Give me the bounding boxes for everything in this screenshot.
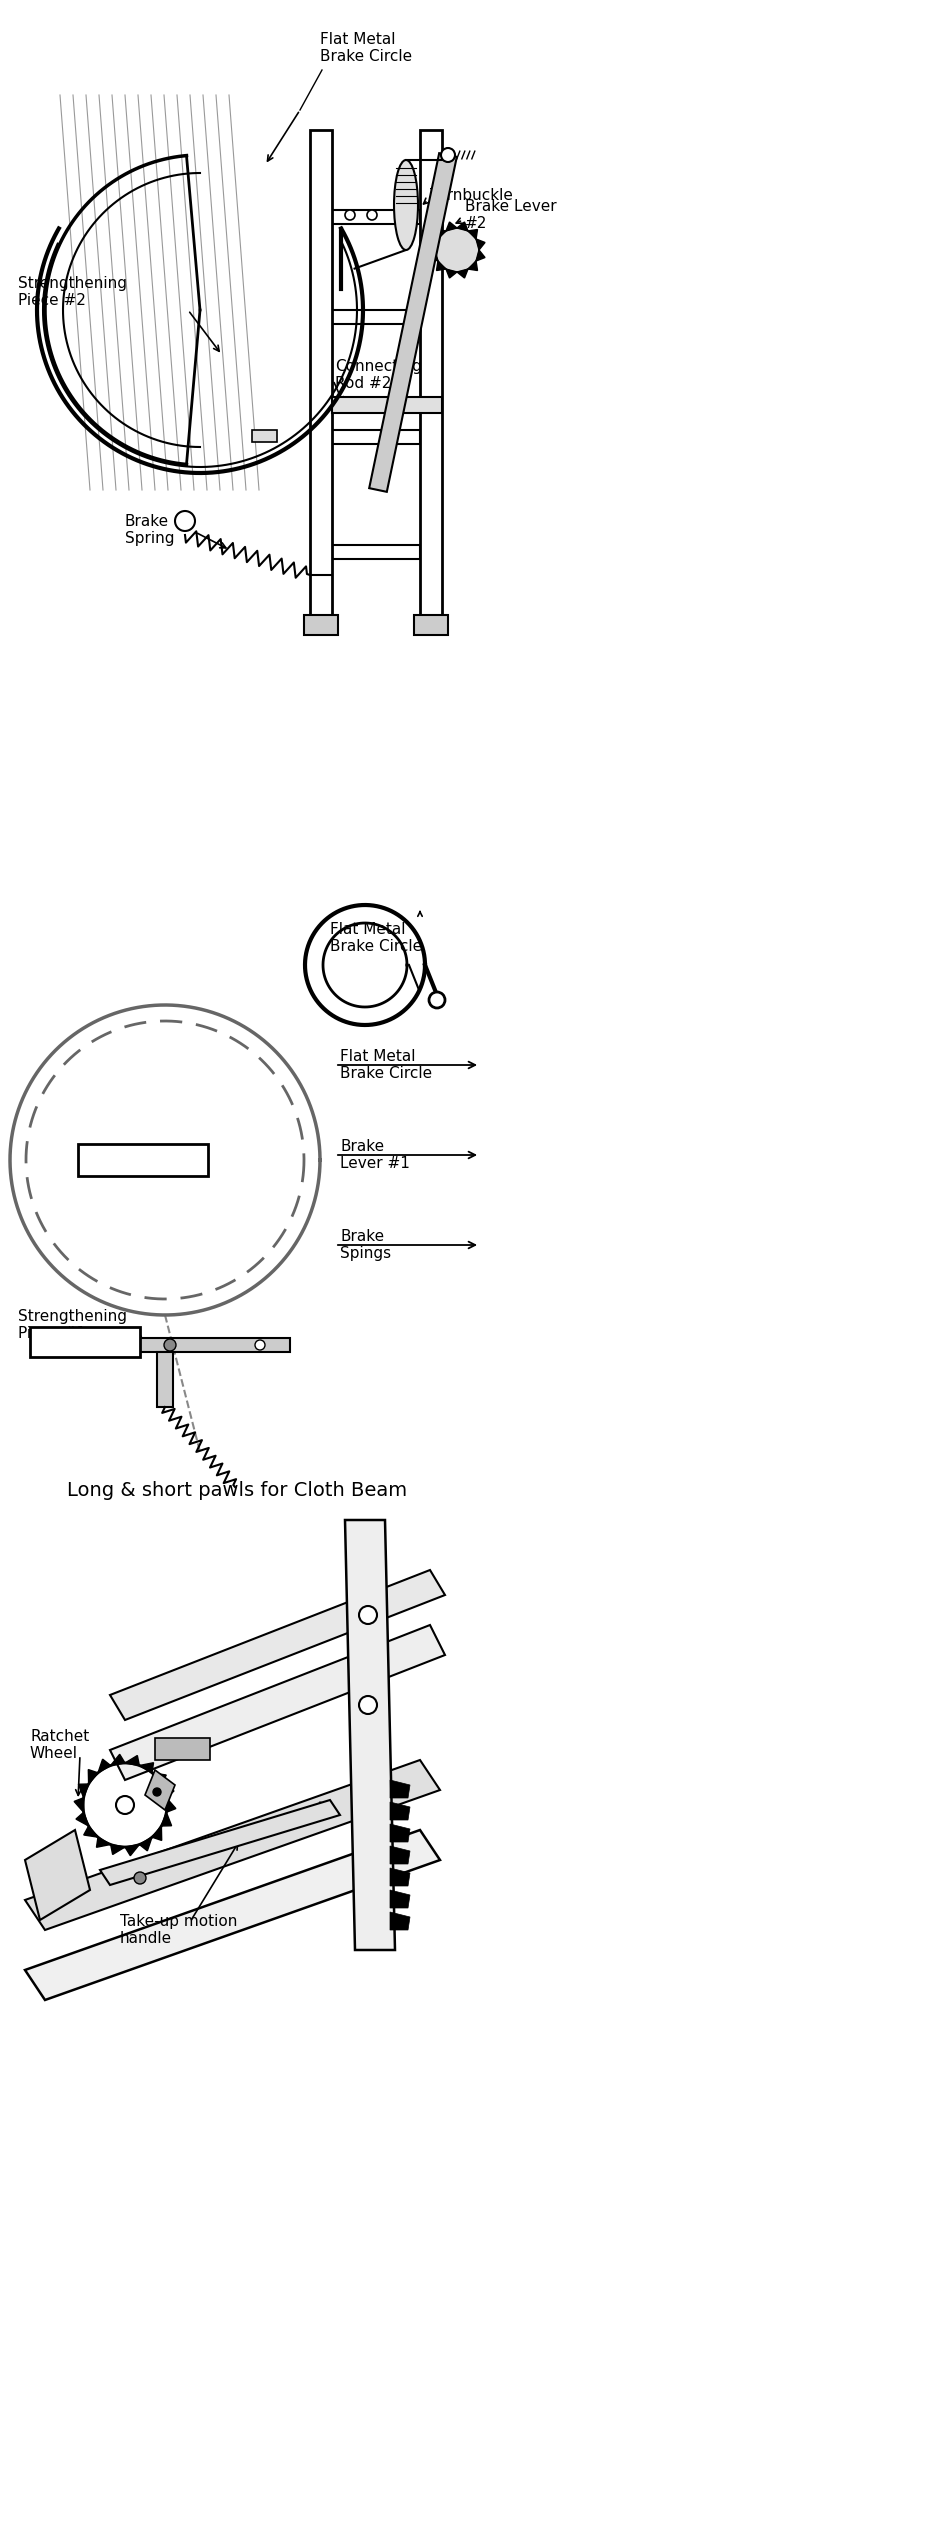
Polygon shape (97, 1836, 110, 1847)
Polygon shape (98, 1760, 110, 1773)
Ellipse shape (394, 160, 418, 250)
Polygon shape (370, 153, 457, 492)
Polygon shape (332, 209, 420, 224)
Text: Long & short pawls for Cloth Beam: Long & short pawls for Cloth Beam (66, 1480, 407, 1500)
Polygon shape (152, 1773, 166, 1783)
Polygon shape (390, 1867, 410, 1885)
Circle shape (429, 991, 445, 1009)
Polygon shape (125, 1755, 140, 1765)
Polygon shape (100, 1801, 340, 1885)
Polygon shape (110, 1569, 445, 1719)
Polygon shape (162, 1783, 174, 1798)
Circle shape (75, 1340, 85, 1350)
Polygon shape (476, 250, 485, 260)
Polygon shape (332, 397, 442, 413)
Text: Take-up motion
handle: Take-up motion handle (120, 1913, 238, 1946)
Bar (30, 1327, 140, 1358)
Text: Brake Drum: Brake Drum (87, 1154, 199, 1172)
Polygon shape (88, 1770, 98, 1783)
Text: Ratchet
Wheel: Ratchet Wheel (30, 1729, 89, 1760)
Polygon shape (468, 260, 478, 270)
Polygon shape (110, 1755, 125, 1765)
Circle shape (255, 1340, 265, 1350)
Circle shape (175, 512, 195, 530)
Polygon shape (84, 1826, 98, 1836)
Circle shape (116, 1796, 134, 1813)
Circle shape (435, 229, 479, 273)
Polygon shape (390, 1913, 410, 1931)
Polygon shape (446, 270, 457, 278)
Bar (252, 430, 277, 443)
Text: Brake
Spring: Brake Spring (125, 514, 175, 545)
Polygon shape (310, 130, 332, 614)
Polygon shape (110, 1844, 125, 1854)
Polygon shape (429, 239, 438, 250)
Polygon shape (429, 250, 438, 260)
Text: Flat Metal
Brake Circle: Flat Metal Brake Circle (320, 31, 412, 64)
Polygon shape (25, 1760, 440, 1931)
Polygon shape (332, 545, 420, 558)
Polygon shape (125, 1844, 140, 1857)
Circle shape (153, 1788, 161, 1796)
Polygon shape (457, 270, 468, 278)
Polygon shape (414, 614, 448, 634)
Polygon shape (155, 1737, 210, 1760)
Circle shape (441, 148, 455, 163)
Circle shape (359, 1607, 377, 1625)
Polygon shape (74, 1798, 84, 1813)
Polygon shape (25, 1829, 440, 1999)
Polygon shape (50, 1337, 290, 1352)
Text: Flat Metal
Brake Circle: Flat Metal Brake Circle (340, 1049, 432, 1080)
Circle shape (134, 1872, 146, 1885)
Polygon shape (110, 1625, 445, 1780)
Polygon shape (390, 1824, 410, 1841)
Text: Strengthening
Piece #1: Strengthening Piece #1 (18, 1309, 127, 1342)
Polygon shape (166, 1798, 176, 1813)
Polygon shape (332, 430, 420, 443)
Polygon shape (140, 1836, 152, 1852)
Text: Brake
Spings: Brake Spings (340, 1228, 391, 1261)
Text: Connecting
Rod #2: Connecting Rod #2 (335, 359, 422, 392)
Polygon shape (140, 1763, 154, 1773)
Polygon shape (476, 239, 485, 250)
Polygon shape (468, 229, 478, 239)
Text: Brake
Lever #1: Brake Lever #1 (340, 1139, 409, 1172)
Polygon shape (25, 1829, 90, 1920)
Bar (78, 1144, 208, 1177)
Circle shape (164, 1340, 176, 1350)
Polygon shape (390, 1847, 410, 1864)
Circle shape (367, 209, 377, 219)
Polygon shape (332, 311, 420, 323)
Circle shape (345, 209, 355, 219)
Polygon shape (420, 130, 442, 614)
Polygon shape (436, 260, 446, 270)
Polygon shape (390, 1890, 410, 1908)
Text: Strengthening
Piece #2: Strengthening Piece #2 (18, 275, 127, 308)
Polygon shape (436, 229, 446, 239)
Polygon shape (79, 1783, 88, 1798)
Text: Flat Metal
Brake Circle: Flat Metal Brake Circle (330, 922, 422, 955)
Polygon shape (304, 614, 338, 634)
Text: Brake Lever
#2: Brake Lever #2 (465, 199, 557, 232)
Circle shape (359, 1696, 377, 1714)
Polygon shape (345, 1521, 395, 1951)
Polygon shape (145, 1770, 175, 1811)
Polygon shape (162, 1813, 172, 1826)
Polygon shape (157, 1352, 173, 1406)
Polygon shape (152, 1826, 162, 1841)
Polygon shape (446, 222, 457, 232)
Polygon shape (76, 1813, 88, 1826)
Polygon shape (390, 1801, 410, 1821)
Text: Turnbuckle: Turnbuckle (430, 188, 513, 204)
Polygon shape (457, 222, 468, 232)
Polygon shape (390, 1780, 410, 1798)
